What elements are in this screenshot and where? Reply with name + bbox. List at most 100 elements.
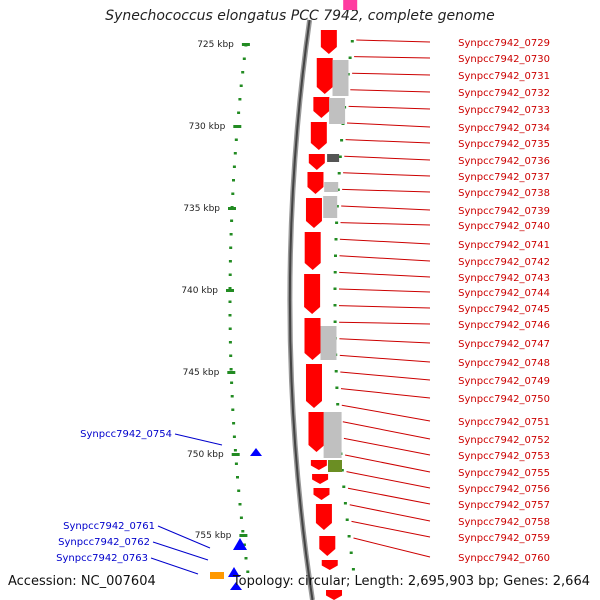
reverse-cds-arrow	[250, 448, 262, 456]
gc-dot	[333, 304, 337, 307]
feature-block	[323, 412, 342, 458]
ruler-major-tick	[228, 207, 236, 210]
ruler-tick	[228, 314, 232, 317]
right-leader-line	[338, 305, 431, 309]
ruler-major-tick	[239, 534, 248, 537]
gene-label-right: Synpcc7942_0753	[458, 451, 550, 462]
gc-dot	[340, 469, 344, 472]
gene-label-left: Synpcc7942_0762	[58, 537, 150, 548]
right-leader-line	[339, 321, 431, 325]
gc-dot	[350, 40, 354, 43]
gene-label-right: Synpcc7942_0731	[458, 71, 550, 82]
right-leader-line	[353, 537, 431, 558]
gene-label-right: Synpcc7942_0758	[458, 517, 550, 528]
gene-label-right: Synpcc7942_0747	[458, 339, 550, 350]
ruler-tick	[241, 530, 245, 533]
ruler-tick	[228, 287, 232, 290]
scale-label: 745 kbp	[183, 368, 220, 378]
scale-labels: 725 kbp 730 kbp 735 kbp 740 kbp 745 kbp 750 k…	[181, 40, 234, 541]
gene-label-right: Synpcc7942_0743	[458, 273, 550, 284]
ruler-tick	[232, 435, 236, 438]
forward-cds-arrow	[308, 154, 325, 170]
ruler-major-tick	[241, 43, 250, 46]
reverse-cds-arrow	[233, 538, 247, 550]
gc-dot	[335, 386, 339, 389]
right-leader-line	[341, 404, 431, 422]
forward-cds-arrow	[304, 318, 321, 360]
gene-label-right: Synpcc7942_0751	[458, 417, 550, 428]
gene-labels-left: Synpcc7942_0754 Synpcc7942_0761 Synpcc7942…	[56, 429, 172, 564]
gene-label-right: Synpcc7942_0737	[458, 172, 550, 183]
gene-label-right: Synpcc7942_0739	[458, 206, 550, 217]
ruler-ticks	[226, 43, 250, 573]
ruler-tick	[242, 543, 246, 546]
gene-label-right: Synpcc7942_0733	[458, 105, 550, 116]
gc-dot	[334, 254, 337, 257]
forward-cds-arrow	[313, 97, 330, 118]
gene-label-right: Synpcc7942_0756	[458, 484, 550, 495]
gene-label-right: Synpcc7942_0732	[458, 88, 550, 99]
genome-backbone	[287, 19, 315, 600]
label-leaders	[150, 39, 431, 575]
ruler-tick	[232, 422, 236, 425]
gene-label-left: Synpcc7942_0761	[63, 521, 155, 532]
ruler-tick	[228, 327, 232, 330]
ruler-tick	[246, 570, 250, 573]
ruler-tick	[229, 354, 233, 357]
forward-cds-arrow	[305, 364, 322, 408]
ruler-tick	[229, 246, 233, 249]
right-leader-line	[356, 39, 431, 43]
right-leader-line	[339, 271, 431, 278]
ruler-tick	[233, 152, 237, 155]
gene-label-right: Synpcc7942_0730	[458, 54, 550, 65]
gc-dot	[338, 155, 342, 158]
forward-cds-arrow	[326, 590, 343, 600]
right-leader-line	[349, 504, 431, 522]
right-leader-line	[342, 421, 431, 440]
right-leader-line	[339, 255, 431, 262]
gene-label-right: Synpcc7942_0748	[458, 358, 550, 369]
ruler-tick	[234, 462, 238, 465]
ruler-tick	[230, 219, 234, 222]
ruler-tick	[241, 71, 245, 74]
feature-block	[343, 0, 358, 10]
forward-cds-arrow	[304, 274, 321, 314]
forward-cds-arrow	[310, 122, 327, 150]
gene-label-right: Synpcc7942_0757	[458, 500, 550, 511]
right-leader-line	[338, 288, 431, 293]
ruler-tick	[229, 368, 233, 371]
gc-dot	[333, 287, 337, 290]
right-leader-line	[339, 354, 431, 363]
ruler-major-tick	[231, 453, 240, 456]
ruler-tick	[233, 449, 237, 452]
gene-label-right: Synpcc7942_0742	[458, 257, 550, 268]
forward-cds-arrow	[310, 460, 327, 470]
gc-dot	[340, 139, 344, 142]
gc-dot	[351, 568, 355, 571]
right-leader-line	[342, 188, 431, 193]
feature-block	[328, 460, 342, 472]
feature-block	[329, 98, 346, 124]
scale-label: 735 kbp	[183, 204, 220, 214]
forward-cds-arrow	[312, 474, 329, 484]
ruler-tick	[234, 138, 238, 141]
gc-dot	[335, 221, 339, 224]
genome-summary: Topology: circular; Length: 2,695,903 bp…	[232, 574, 590, 589]
feature-block	[323, 196, 338, 218]
gene-label-right: Synpcc7942_0759	[458, 533, 550, 544]
gene-label-left: Synpcc7942_0754	[80, 429, 172, 440]
scale-label: 730 kbp	[189, 122, 226, 132]
gene-label-right: Synpcc7942_0760	[458, 553, 550, 564]
ruler-tick	[237, 111, 241, 114]
ruler-tick	[244, 557, 248, 560]
gene-label-right: Synpcc7942_0755	[458, 468, 550, 479]
scale-label: 740 kbp	[181, 286, 218, 296]
gc-dot	[337, 172, 341, 175]
ruler-tick	[232, 165, 236, 168]
gc-dot	[335, 205, 339, 208]
gene-label-right: Synpcc7942_0750	[458, 394, 550, 405]
forward-cds-arrow	[313, 488, 330, 500]
ruler-major-tick	[227, 371, 236, 374]
forward-cds-arrow	[320, 30, 337, 54]
